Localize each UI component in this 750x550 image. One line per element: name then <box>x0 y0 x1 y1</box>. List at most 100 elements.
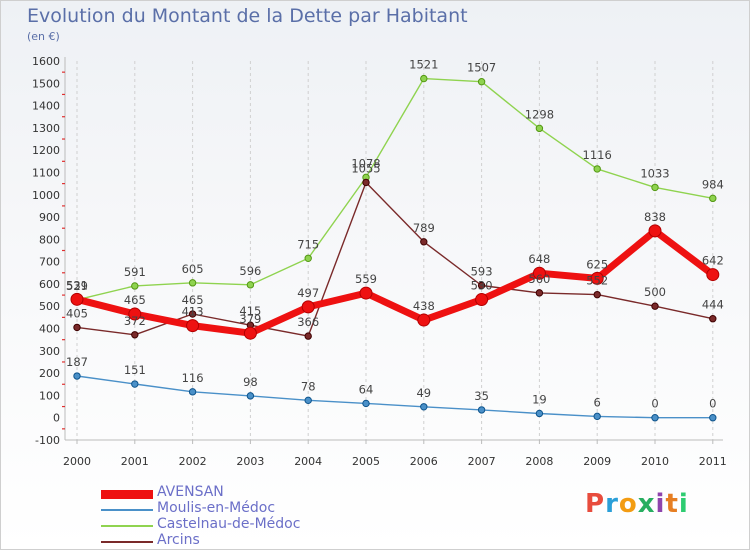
series-line <box>73 227 717 337</box>
data-label: 64 <box>359 382 374 396</box>
data-label: 0 <box>709 397 716 411</box>
logo-letter: r <box>605 489 619 519</box>
data-point <box>243 326 257 340</box>
logo-letter: o <box>618 489 638 519</box>
data-label: 187 <box>66 355 88 369</box>
x-tick-label: 2010 <box>641 455 669 468</box>
logo-letter: t <box>665 489 679 519</box>
data-label: 438 <box>413 299 435 313</box>
data-label: 1055 <box>351 162 380 176</box>
x-tick-label: 2005 <box>352 455 380 468</box>
data-point <box>359 286 373 300</box>
data-label: 596 <box>239 264 261 278</box>
data-point <box>128 307 142 321</box>
y-tick-label: 800 <box>39 233 60 246</box>
data-label: 465 <box>124 293 146 307</box>
data-label: 1078 <box>351 156 380 170</box>
legend-item: Arcins <box>101 532 341 550</box>
data-point <box>420 403 428 411</box>
data-label: 642 <box>702 254 724 268</box>
legend-label: AVENSAN <box>157 484 224 500</box>
data-label: 560 <box>528 272 550 286</box>
legend-item: Moulis-en-Médoc <box>101 500 341 518</box>
chart-title: Evolution du Montant de la Dette par Hab… <box>27 5 468 27</box>
data-label: 78 <box>301 379 316 393</box>
logo-letter: i <box>678 489 689 519</box>
data-point <box>304 396 312 405</box>
x-tick-label: 2001 <box>121 455 149 468</box>
data-point <box>651 414 659 422</box>
logo-letter: x <box>637 489 656 519</box>
data-label: 984 <box>702 177 724 191</box>
data-label: 625 <box>586 257 608 271</box>
y-tick-label: 400 <box>39 323 60 336</box>
grid <box>76 61 714 440</box>
data-label: 559 <box>355 272 377 286</box>
data-label: 530 <box>471 279 493 293</box>
data-point <box>477 78 486 86</box>
y-tick-label: 700 <box>39 256 60 269</box>
logo-letter: i <box>655 489 666 519</box>
data-label: 151 <box>124 363 146 377</box>
legend-label: Moulis-en-Médoc <box>157 500 276 516</box>
series-line <box>76 375 714 419</box>
data-label: 405 <box>66 306 88 320</box>
data-point <box>477 281 486 290</box>
data-label: 1507 <box>467 61 496 75</box>
data-point <box>417 313 431 327</box>
data-point <box>535 124 544 133</box>
data-label: 497 <box>297 286 319 300</box>
data-point <box>70 292 84 306</box>
data-point <box>709 414 717 422</box>
data-point <box>186 319 200 333</box>
series-avensan <box>70 224 720 340</box>
data-point <box>651 302 659 310</box>
y-tick-label: 1100 <box>32 166 60 179</box>
data-point <box>246 392 255 400</box>
data-point <box>477 406 486 414</box>
data-label: 1116 <box>583 148 612 162</box>
x-tick-label: 2003 <box>236 455 264 468</box>
data-label: 500 <box>644 285 666 299</box>
data-point <box>593 412 601 421</box>
legend-item: Castelnau-de-Médoc <box>101 516 341 534</box>
data-label: 605 <box>182 262 204 276</box>
data-point <box>362 178 370 187</box>
legend-swatch <box>101 489 153 499</box>
legend-item: AVENSAN <box>101 484 341 502</box>
series-lines <box>70 74 720 422</box>
y-tick-label: 300 <box>39 345 60 358</box>
data-point <box>304 254 312 263</box>
data-point <box>475 293 489 307</box>
y-tick-label: 100 <box>39 389 60 402</box>
x-tick-label: 2004 <box>294 455 322 468</box>
x-tick-label: 2000 <box>63 455 91 468</box>
y-tick-label: 1200 <box>32 144 60 157</box>
y-tick-label: 1400 <box>32 100 60 113</box>
series-arcins <box>73 178 717 340</box>
y-tick-label: 500 <box>39 300 60 313</box>
y-tick-label: -100 <box>35 434 60 447</box>
x-tick-label: 2011 <box>699 455 727 468</box>
y-tick-label: 0 <box>53 412 60 425</box>
data-label: 413 <box>182 305 204 319</box>
legend-swatch <box>101 525 153 527</box>
data-label: 49 <box>416 386 431 400</box>
x-tick-label: 2008 <box>525 455 553 468</box>
data-point <box>304 332 312 340</box>
data-label: 552 <box>586 274 608 288</box>
data-point <box>709 194 717 203</box>
data-point <box>188 310 197 318</box>
data-label: 591 <box>124 265 146 279</box>
data-label: 593 <box>471 265 493 279</box>
data-point <box>706 268 720 282</box>
data-label: 19 <box>532 392 547 406</box>
data-point <box>590 271 604 285</box>
data-label: 444 <box>702 298 724 312</box>
legend-swatch <box>101 541 153 543</box>
data-label: 529 <box>66 279 88 293</box>
series-line <box>76 181 714 337</box>
data-label: 366 <box>297 315 319 329</box>
data-label: 465 <box>182 293 204 307</box>
